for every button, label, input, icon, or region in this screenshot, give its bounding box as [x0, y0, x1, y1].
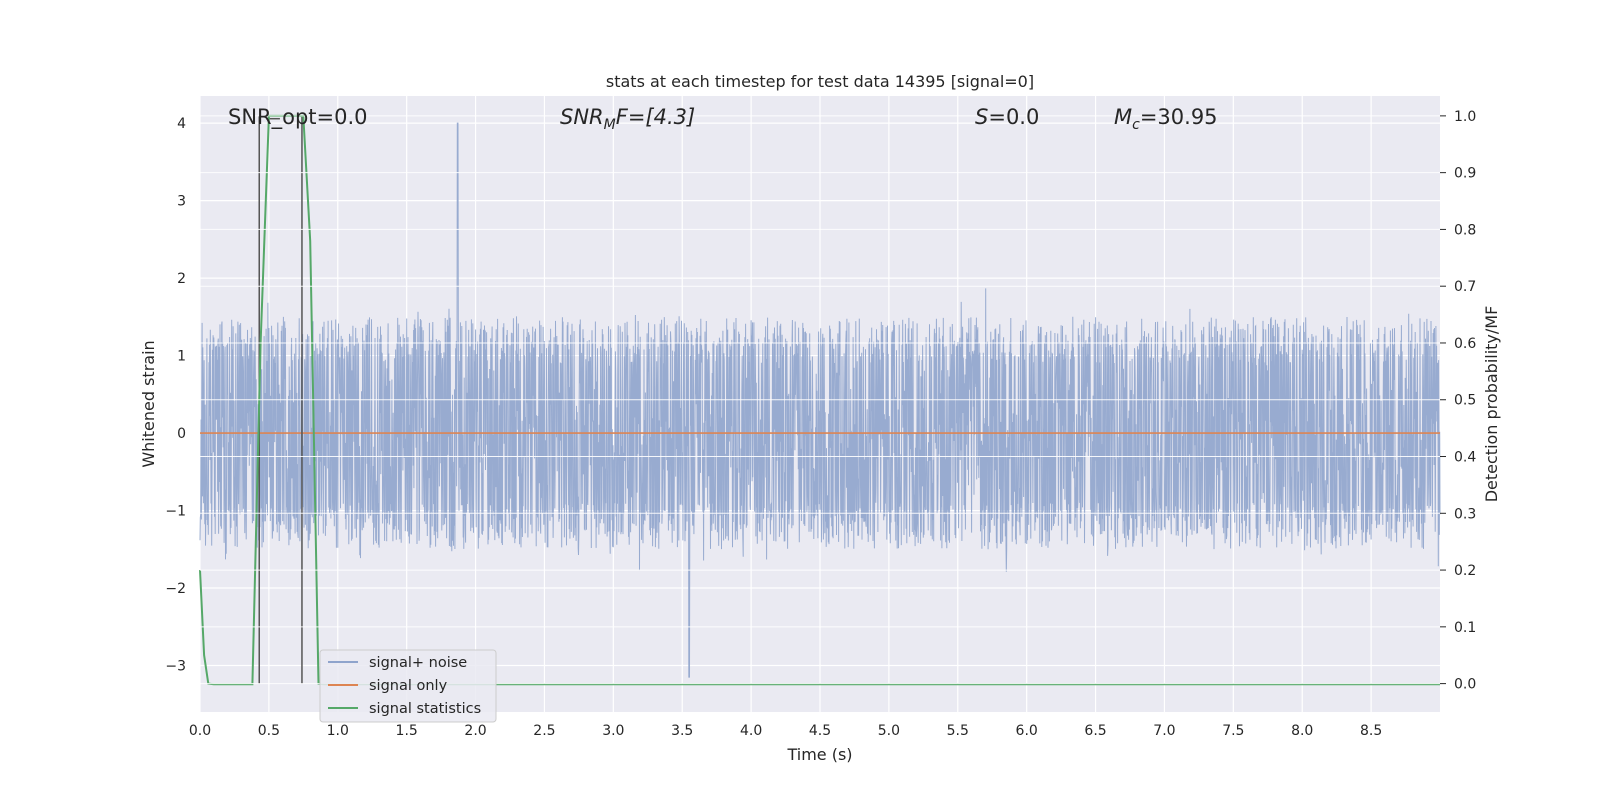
y2-tick-label: 0.4: [1454, 450, 1476, 466]
x-tick-label: 7.5: [1222, 723, 1244, 739]
y2-tick-label: 0.7: [1454, 279, 1476, 295]
y-tick-label: 3: [177, 194, 186, 210]
x-tick-label: 6.5: [1084, 723, 1106, 739]
y2-tick-label: 0.2: [1454, 563, 1476, 579]
x-tick-label: 2.0: [464, 723, 486, 739]
x-axis-ticks: 0.0 0.5 1.0 1.5 2.0 2.5 3.0 3.5 4.0 4.5 5.0 5.5 6.0 6…: [189, 723, 1382, 739]
y2-axis-label: Detection probability/MF: [1482, 306, 1501, 503]
noise-line: [199, 122, 1441, 678]
x-tick-label: 0.5: [258, 723, 280, 739]
y-tick-label: 1: [177, 349, 186, 365]
x-tick-label: 4.5: [809, 723, 831, 739]
y2-tick-label: 0.1: [1454, 620, 1476, 636]
legend-label-signal-noise: signal+ noise: [369, 655, 467, 671]
x-tick-label: 4.0: [740, 723, 762, 739]
y-axis-ticks: 4 3 2 1 0 −1 −2 −3: [165, 116, 186, 674]
x-axis-label: Time (s): [786, 745, 852, 764]
x-tick-label: 1.0: [327, 723, 349, 739]
x-tick-label: 5.5: [947, 723, 969, 739]
x-tick-label: 8.0: [1291, 723, 1313, 739]
y2-tick-label: 0.6: [1454, 336, 1476, 352]
x-tick-label: 5.0: [878, 723, 900, 739]
y2-tick-label: 1.0: [1454, 109, 1476, 125]
y-tick-label: 0: [177, 426, 186, 442]
x-tick-label: 2.5: [533, 723, 555, 739]
x-tick-label: 6.0: [1016, 723, 1038, 739]
annotation-snr-opt: SNR_opt=0.0: [228, 105, 368, 130]
legend: signal+ noise signal only signal statist…: [319, 649, 497, 723]
y-axis-label: Whitened strain: [139, 340, 158, 467]
legend-box: [319, 649, 497, 723]
y-tick-label: 4: [177, 116, 186, 132]
x-tick-label: 0.0: [189, 723, 211, 739]
y2-axis-ticks: 1.0 0.9 0.8 0.7 0.6 0.5 0.4 0.3 0.2 0.1 0.0: [1440, 109, 1476, 693]
y-tick-label: −2: [165, 581, 186, 597]
chart-title: stats at each timestep for test data 143…: [606, 72, 1034, 91]
y2-tick-label: 0.9: [1454, 166, 1476, 182]
annotation-snr-mf: SNRMF=[4.3]: [560, 105, 695, 133]
x-tick-label: 3.5: [671, 723, 693, 739]
x-tick-label: 7.0: [1153, 723, 1175, 739]
y2-tick-label: 0.3: [1454, 506, 1476, 522]
y-tick-label: −1: [165, 504, 186, 520]
y-tick-label: 2: [177, 271, 186, 287]
x-tick-label: 3.0: [602, 723, 624, 739]
y2-tick-label: 0.8: [1454, 222, 1476, 238]
annotation-mc: Mc=30.95: [1114, 105, 1218, 133]
y2-tick-label: 0.5: [1454, 393, 1476, 409]
legend-label-signal-statistics: signal statistics: [369, 701, 481, 717]
y2-tick-label: 0.0: [1454, 677, 1476, 693]
annotation-s: S=0.0: [975, 105, 1039, 129]
x-tick-label: 8.5: [1360, 723, 1382, 739]
y-tick-label: −3: [165, 659, 186, 675]
series-signal-noise: [199, 122, 1441, 678]
legend-label-signal-only: signal only: [369, 678, 448, 694]
x-tick-label: 1.5: [396, 723, 418, 739]
